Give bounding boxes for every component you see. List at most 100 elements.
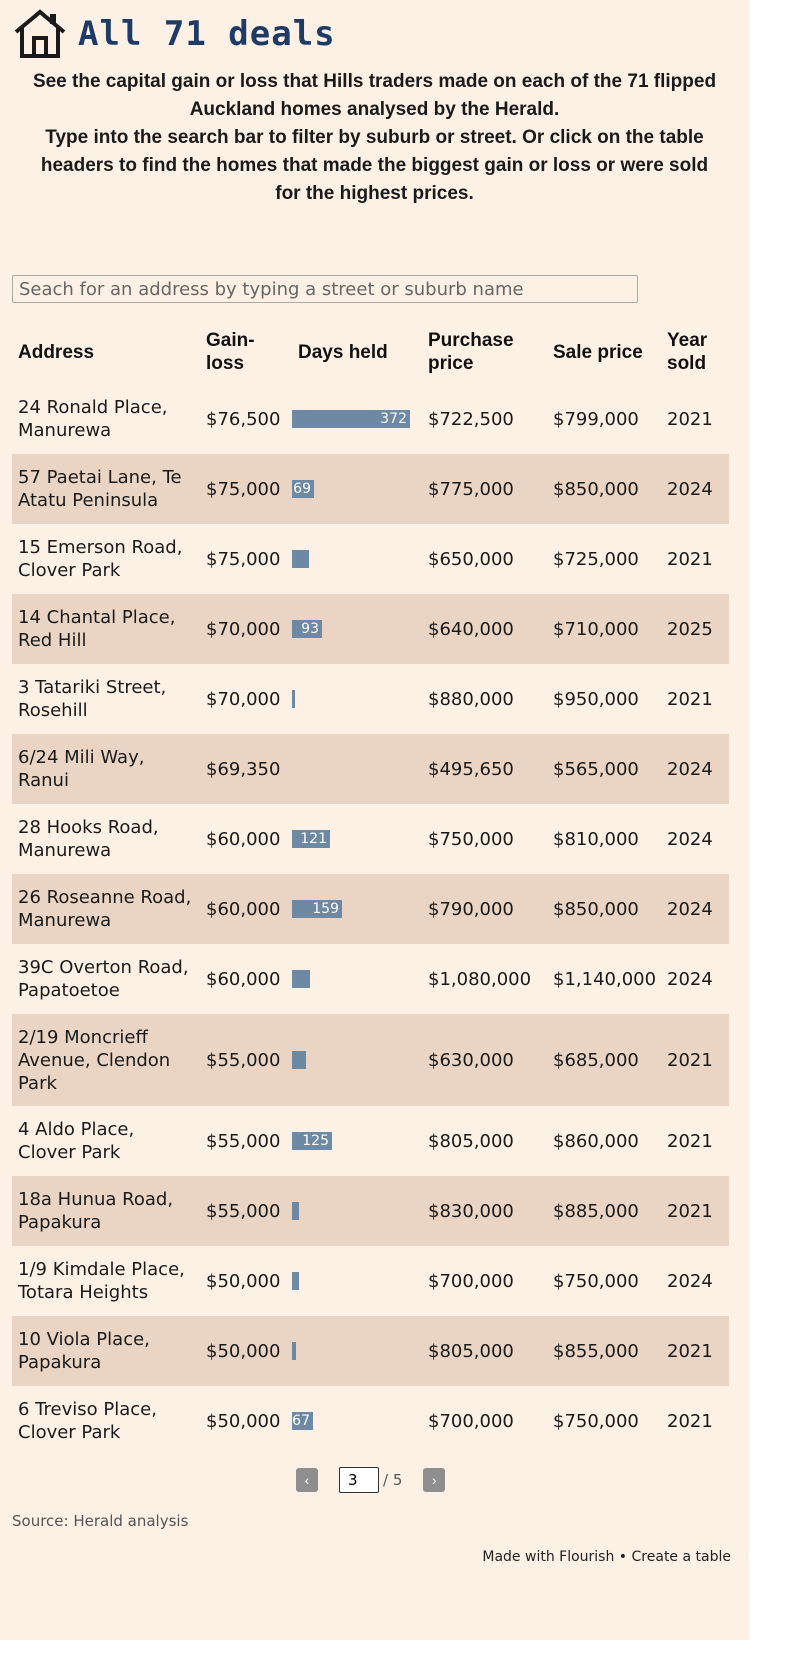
year-sold-cell: 2021 [667, 1130, 713, 1152]
table-row: 57 Paetai Lane, Te Atatu Peninsula $75,00… [12, 454, 729, 524]
prev-page-button[interactable]: ‹ [296, 1468, 318, 1492]
sale-price-cell: $799,000 [553, 408, 639, 430]
purchase-price-cell: $722,500 [428, 408, 514, 430]
year-sold-cell: 2021 [667, 1410, 713, 1432]
year-sold-cell: 2024 [667, 1270, 713, 1292]
intro-paragraph: See the capital gain or loss that Hills … [32, 71, 717, 120]
page-title: All 71 deals [78, 14, 336, 54]
sale-price-cell: $565,000 [547, 734, 661, 804]
gain-loss-cell: $76,500 [206, 408, 281, 430]
address-cell: 39C Overton Road, Papatoetoe [18, 957, 189, 1001]
header-gain-loss[interactable]: Gain-loss [206, 330, 255, 374]
days-held-cell [292, 944, 422, 1014]
deals-table: Address Gain-loss Days held Purchase pri… [12, 318, 729, 1456]
purchase-price-cell: $805,000 [428, 1130, 514, 1152]
create-table-link[interactable]: Create a table [631, 1549, 731, 1565]
sale-price-cell: $860,000 [553, 1130, 639, 1152]
page-number-input[interactable] [339, 1467, 379, 1493]
sale-price-cell: $725,000 [553, 548, 639, 570]
days-held-bar [292, 970, 310, 988]
header-days-held[interactable]: Days held [298, 341, 388, 363]
year-sold-cell: 2021 [661, 1316, 729, 1386]
gain-loss-cell: $55,000 [206, 1130, 281, 1152]
year-sold-cell: 2021 [667, 408, 713, 430]
address-cell: 3 Tatariki Street, Rosehill [18, 677, 167, 721]
days-held-cell: 159 [292, 874, 422, 944]
purchase-price-cell: $630,000 [422, 1014, 547, 1106]
address-cell: 18a Hunua Road, Papakura [12, 1176, 200, 1246]
days-held-cell: 67 [292, 1386, 422, 1456]
header-address[interactable]: Address [18, 341, 95, 363]
table-row: 4 Aldo Place, Clover Park $55,000 125 $805,… [12, 1106, 729, 1176]
next-page-button[interactable]: › [423, 1468, 446, 1492]
page-total: / 5 [383, 1471, 403, 1489]
purchase-price-cell: $650,000 [428, 548, 514, 570]
year-sold-cell: 2024 [667, 968, 713, 990]
gain-loss-cell: $50,000 [206, 1270, 281, 1292]
year-sold-cell: 2024 [661, 874, 729, 944]
year-sold-cell: 2021 [661, 1014, 729, 1106]
year-sold-cell: 2024 [661, 454, 729, 524]
year-sold-cell: 2024 [667, 828, 713, 850]
purchase-price-cell: $1,080,000 [428, 968, 532, 990]
table-row: 28 Hooks Road, Manurewa $60,000 121 $750,00… [12, 804, 729, 874]
address-cell: 10 Viola Place, Papakura [12, 1316, 200, 1386]
days-held-bar [292, 1202, 299, 1220]
days-held-cell [292, 1246, 422, 1316]
days-held-cell: 372 [292, 384, 422, 454]
table-row: 6 Treviso Place, Clover Park $50,000 67 $70… [12, 1386, 729, 1456]
days-held-bar: 67 [292, 1412, 313, 1430]
made-with-flourish-link[interactable]: Made with Flourish [482, 1549, 615, 1565]
sale-price-cell: $850,000 [547, 874, 661, 944]
days-held-cell [292, 664, 422, 734]
sale-price-cell: $685,000 [547, 1014, 661, 1106]
sale-price-cell: $710,000 [547, 594, 661, 664]
table-row: 18a Hunua Road, Papakura $55,000 $830,000 $… [12, 1176, 729, 1246]
sale-price-cell: $855,000 [547, 1316, 661, 1386]
address-cell: 28 Hooks Road, Manurewa [18, 817, 159, 861]
search-input[interactable] [12, 275, 638, 303]
gain-loss-cell: $50,000 [200, 1316, 292, 1386]
table-row: 2/19 Moncrieff Avenue, Clendon Park $55,0… [12, 1014, 729, 1106]
address-cell: 15 Emerson Road, Clover Park [18, 537, 183, 581]
sale-price-cell: $850,000 [547, 454, 661, 524]
gain-loss-cell: $75,000 [206, 548, 281, 570]
year-sold-cell: 2021 [661, 1176, 729, 1246]
deals-table-wrap: Address Gain-loss Days held Purchase pri… [12, 318, 729, 1456]
days-held-bar [292, 1342, 296, 1360]
table-row: 39C Overton Road, Papatoetoe $60,000 $1,08… [12, 944, 729, 1014]
gain-loss-cell: $60,000 [200, 874, 292, 944]
title-row: All 71 deals [12, 8, 336, 60]
sale-price-cell: $750,000 [553, 1410, 639, 1432]
purchase-price-cell: $790,000 [422, 874, 547, 944]
days-held-cell: 93 [292, 594, 422, 664]
gain-loss-cell: $60,000 [206, 968, 281, 990]
intro-text: See the capital gain or loss that Hills … [28, 68, 721, 208]
days-held-bar: 93 [292, 620, 322, 638]
year-sold-cell: 2021 [667, 548, 713, 570]
table-row: 14 Chantal Place, Red Hill $70,000 93 $640,… [12, 594, 729, 664]
intro-paragraph: Type into the search bar to filter by su… [40, 127, 709, 204]
purchase-price-cell: $750,000 [428, 828, 514, 850]
address-cell: 2/19 Moncrieff Avenue, Clendon Park [12, 1014, 200, 1106]
table-row: 26 Roseanne Road, Manurewa $60,000 159 $790… [12, 874, 729, 944]
days-held-cell [292, 524, 422, 594]
purchase-price-cell: $805,000 [422, 1316, 547, 1386]
header-purchase-price[interactable]: Purchase price [428, 330, 514, 374]
table-row: 6/24 Mili Way, Ranui $69,350 $495,650 $565,… [12, 734, 729, 804]
purchase-price-cell: $700,000 [428, 1270, 514, 1292]
house-icon [14, 9, 66, 58]
days-held-cell [292, 1014, 422, 1106]
days-held-cell: 69 [292, 454, 422, 524]
gain-loss-cell: $55,000 [200, 1176, 292, 1246]
table-row: 10 Viola Place, Papakura $50,000 $805,000 $… [12, 1316, 729, 1386]
days-held-bar [292, 550, 309, 568]
pagination: ‹ / 5 › [296, 1467, 446, 1493]
purchase-price-cell: $640,000 [422, 594, 547, 664]
header-sale-price[interactable]: Sale price [553, 341, 643, 363]
header-year-sold[interactable]: Year sold [667, 330, 708, 374]
purchase-price-cell: $700,000 [428, 1410, 514, 1432]
days-held-bar: 69 [292, 480, 314, 498]
gain-loss-cell: $60,000 [206, 828, 281, 850]
flourish-footer: Made with Flourish • Create a table [482, 1549, 731, 1565]
